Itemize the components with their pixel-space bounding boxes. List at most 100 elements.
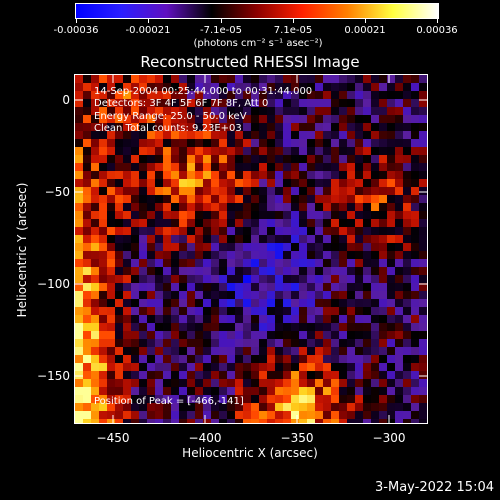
heatmap-cell (235, 419, 244, 423)
heatmap-cell (171, 195, 180, 204)
heatmap-cell (203, 155, 212, 164)
heatmap-cell (91, 155, 100, 164)
heatmap-cell (75, 139, 84, 148)
heatmap-cell (179, 347, 188, 356)
heatmap-cell (163, 299, 172, 308)
heatmap-cell (139, 163, 148, 172)
heatmap-cell (363, 147, 372, 156)
heatmap-cell (371, 211, 380, 220)
heatmap-cell (251, 347, 260, 356)
heatmap-cell (283, 331, 292, 340)
heatmap-cell (235, 411, 244, 420)
heatmap-cell (227, 235, 236, 244)
heatmap-cell (195, 195, 204, 204)
heatmap-cell (163, 219, 172, 228)
heatmap-cell (155, 251, 164, 260)
heatmap-cell (187, 91, 196, 100)
heatmap-cell (139, 339, 148, 348)
heatmap-cell (411, 75, 420, 84)
heatmap-cell (251, 403, 260, 412)
heatmap-cell (171, 163, 180, 172)
heatmap-cell (323, 147, 332, 156)
heatmap-cell (387, 323, 396, 332)
heatmap-cell (163, 419, 172, 423)
heatmap-cell (99, 251, 108, 260)
heatmap-cell (195, 147, 204, 156)
heatmap-cell (363, 307, 372, 316)
heatmap-cell (187, 195, 196, 204)
heatmap-cell (83, 307, 92, 316)
heatmap-cell (387, 371, 396, 380)
heatmap-cell (91, 331, 100, 340)
heatmap-cell (315, 267, 324, 276)
heatmap-cell (227, 299, 236, 308)
heatmap-cell (315, 187, 324, 196)
heatmap-cell (299, 259, 308, 268)
heatmap-cell (283, 379, 292, 388)
heatmap-cell (235, 163, 244, 172)
heatmap-cell (195, 411, 204, 420)
heatmap-cell (259, 299, 268, 308)
heatmap-cell (147, 323, 156, 332)
heatmap-cell (219, 387, 228, 396)
heatmap-cell (163, 155, 172, 164)
heatmap-cell (123, 123, 132, 132)
heatmap-cell (363, 387, 372, 396)
heatmap-cell (115, 355, 124, 364)
heatmap-cell (187, 179, 196, 188)
heatmap-cell (171, 115, 180, 124)
heatmap-cell (235, 195, 244, 204)
heatmap-cell (131, 91, 140, 100)
heatmap-cell (123, 155, 132, 164)
heatmap-cell (403, 275, 412, 284)
heatmap-cell (99, 379, 108, 388)
heatmap-cell (211, 379, 220, 388)
heatmap-cell (307, 339, 316, 348)
heatmap-cell (299, 419, 308, 423)
heatmap-cell (91, 307, 100, 316)
heatmap-cell (139, 219, 148, 228)
heatmap-cell (115, 403, 124, 412)
heatmap-cell (403, 355, 412, 364)
heatmap-cell (123, 139, 132, 148)
heatmap-cell (235, 363, 244, 372)
heatmap-cell (379, 123, 388, 132)
heatmap-cell (171, 307, 180, 316)
heatmap-cell (267, 259, 276, 268)
heatmap-cell (267, 235, 276, 244)
heatmap-cell (331, 211, 340, 220)
heatmap-cell (267, 211, 276, 220)
heatmap-cell (371, 171, 380, 180)
heatmap-cell (211, 219, 220, 228)
heatmap-cell (307, 115, 316, 124)
heatmap-cell (363, 171, 372, 180)
heatmap-cell (171, 395, 180, 404)
heatmap-cell (411, 267, 420, 276)
heatmap-cell (227, 115, 236, 124)
heatmap-cell (235, 171, 244, 180)
heatmap-cell (291, 291, 300, 300)
heatmap-cell (411, 107, 420, 116)
heatmap-cell (323, 419, 332, 423)
heatmap-cell (259, 115, 268, 124)
heatmap-cell (107, 139, 116, 148)
heatmap-cell (235, 219, 244, 228)
heatmap-cell (259, 251, 268, 260)
heatmap-cell (211, 355, 220, 364)
heatmap-cell (291, 155, 300, 164)
heatmap-cell (331, 363, 340, 372)
heatmap-cell (147, 267, 156, 276)
heatmap-cell (203, 379, 212, 388)
heatmap-cell (363, 275, 372, 284)
heatmap-cell (211, 387, 220, 396)
heatmap-cell (403, 195, 412, 204)
heatmap-cell (243, 179, 252, 188)
heatmap-cell (291, 395, 300, 404)
heatmap-cell (355, 275, 364, 284)
heatmap-cell (283, 147, 292, 156)
heatmap-cell (275, 283, 284, 292)
heatmap-cell (355, 131, 364, 140)
heatmap-cell (363, 419, 372, 423)
heatmap-cell (379, 339, 388, 348)
heatmap-cell (371, 419, 380, 423)
